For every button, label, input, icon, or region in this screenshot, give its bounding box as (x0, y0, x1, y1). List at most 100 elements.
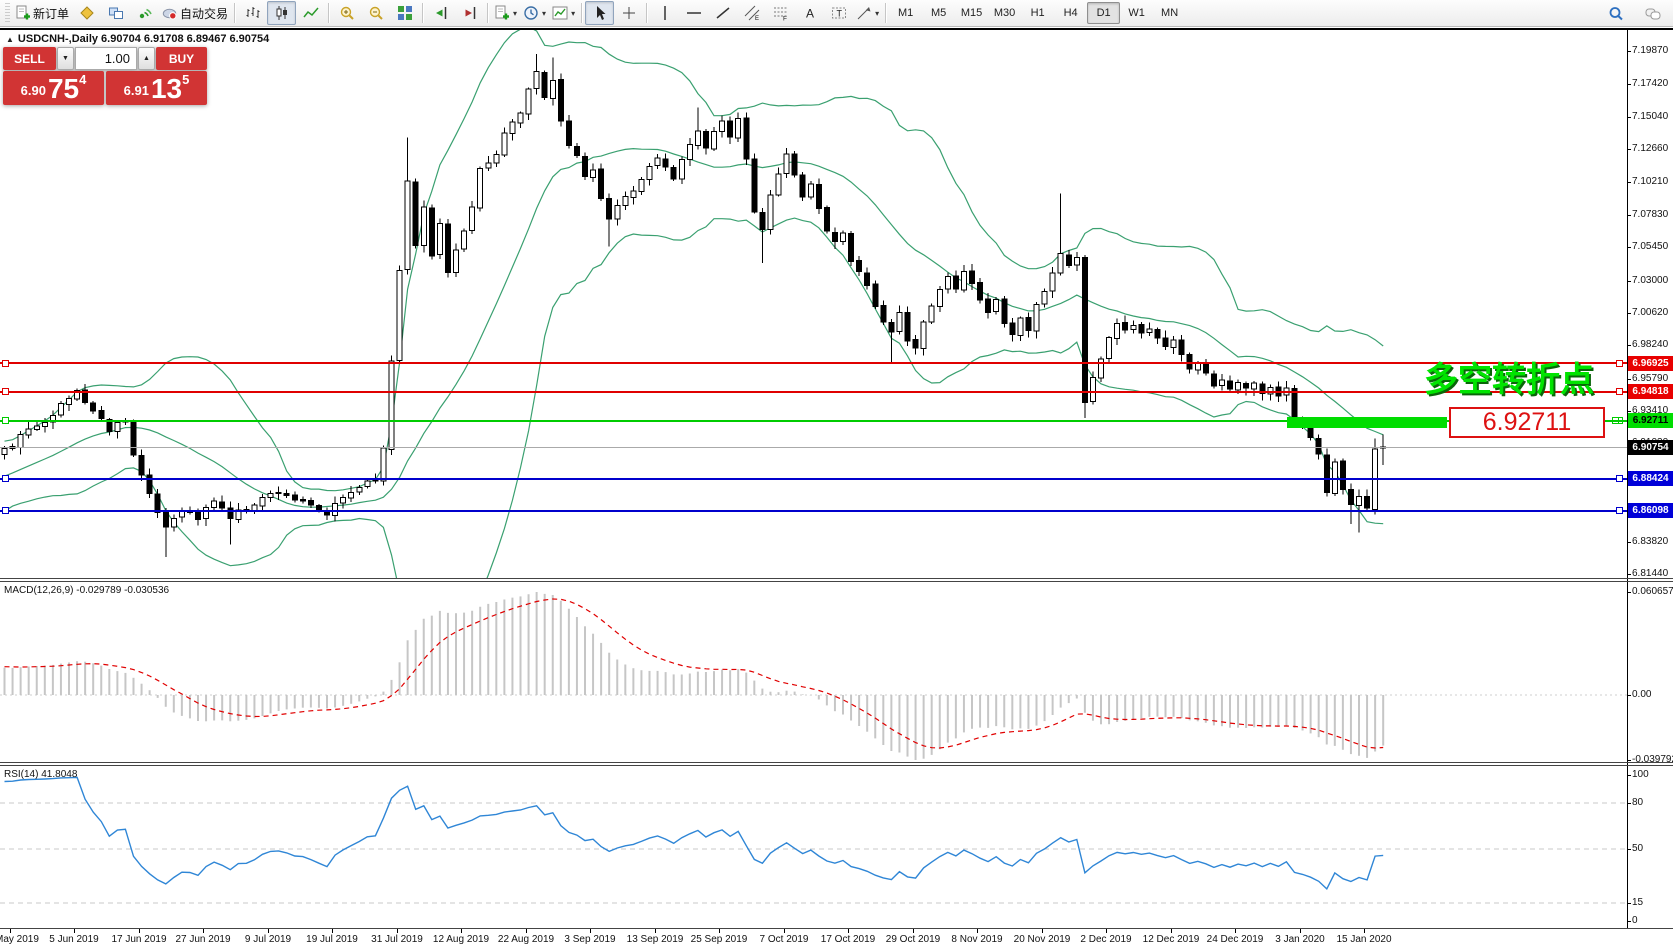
new-order-button[interactable]: 新订单 (12, 1, 72, 25)
rsi-panel[interactable] (0, 766, 1627, 928)
tile-windows-button[interactable] (390, 1, 419, 25)
indicators-list-button[interactable]: ▾ (491, 1, 520, 25)
sell-price-button[interactable]: 6.90 75 4 (3, 71, 104, 105)
resistance-2-handle[interactable] (1616, 388, 1623, 396)
bar-chart-button[interactable] (238, 1, 267, 25)
date-tick-label: 24 May 2019 (0, 934, 39, 945)
volume-decrease-button[interactable]: ▼ (57, 47, 74, 70)
templates-button[interactable]: ▾ (549, 1, 578, 25)
price-badge-6.96925: 6.96925 (1628, 355, 1673, 371)
chart-window-button[interactable] (72, 1, 101, 25)
price-axis-tick (1627, 281, 1631, 282)
candlestick-chart-button[interactable] (267, 1, 297, 25)
timeframe-MN[interactable]: MN (1161, 7, 1179, 19)
date-tick-label: 7 Oct 2019 (759, 934, 809, 945)
chat-button[interactable] (1638, 2, 1667, 26)
zoom-in-button[interactable] (332, 1, 361, 25)
search-button[interactable] (1601, 2, 1630, 26)
candle-body (823, 207, 830, 232)
candle-body (211, 500, 218, 509)
level-price-box[interactable]: 6.92711 (1449, 407, 1605, 438)
new-window-button[interactable] (101, 1, 130, 25)
zoom-out-button[interactable] (361, 1, 390, 25)
text-label-button[interactable]: T (824, 1, 853, 25)
price-axis[interactable]: 7.19870 7.17420 7.15040 7.12660 7.10210 7.078… (1627, 30, 1673, 928)
green-zone-bar[interactable] (1287, 417, 1447, 428)
text-button[interactable]: A (795, 1, 824, 25)
bollinger-middle-band (4, 147, 1384, 508)
support-1-handle[interactable] (2, 475, 9, 483)
timeframe-D1[interactable]: D1 (1087, 2, 1121, 24)
candle-body (356, 486, 363, 493)
resistance-2-handle[interactable] (2, 388, 9, 396)
autotrading-button[interactable]: 自动交易 (159, 1, 231, 25)
timeframe-M15[interactable]: M15 (960, 7, 983, 19)
date-axis-tick (526, 929, 527, 933)
pivot-level-handle[interactable] (2, 417, 9, 425)
candle-body (1235, 382, 1242, 391)
periods-button[interactable]: ▾ (520, 1, 549, 25)
timeframe-H4[interactable]: H4 (1063, 7, 1078, 19)
candle-body (541, 72, 548, 99)
date-axis[interactable]: 24 May 2019 5 Jun 2019 17 Jun 2019 27 Jun 2… (0, 929, 1673, 948)
candle-body (638, 178, 645, 193)
candle-body (1065, 254, 1072, 267)
pivot-level-line[interactable] (0, 419, 1627, 422)
vertical-line-button[interactable] (650, 1, 679, 25)
candle-body (557, 79, 564, 122)
timeframe-M1[interactable]: M1 (897, 7, 914, 19)
candle-body (1315, 438, 1322, 455)
turning-point-annotation[interactable]: 多空转折点 (1424, 361, 1594, 399)
price-axis-tick (1627, 379, 1631, 380)
rsi-tick-label: 100 (1632, 769, 1649, 780)
support-2-handle[interactable] (1616, 507, 1623, 515)
line-chart-button[interactable] (296, 1, 325, 25)
support-1-handle[interactable] (1616, 475, 1623, 483)
timeframe-M30[interactable]: M30 (993, 7, 1016, 19)
sell-button[interactable]: SELL (3, 47, 56, 70)
equidistant-channel-button[interactable]: E (737, 1, 766, 25)
support-2-handle[interactable] (2, 507, 9, 515)
price-tick-label: 6.95790 (1632, 373, 1669, 384)
candle-body (1243, 383, 1250, 389)
horizontal-line-button[interactable] (679, 1, 708, 25)
volume-input[interactable]: 1.00 (75, 47, 137, 70)
resistance-1-line[interactable] (0, 362, 1627, 365)
candle-body (178, 510, 185, 518)
fibonacci-retracement-button[interactable]: F (766, 1, 795, 25)
macd-rsi-separator[interactable] (0, 762, 1673, 763)
resistance-1-handle[interactable] (2, 359, 9, 367)
support-1-line[interactable] (0, 477, 1627, 480)
auto-scroll-button[interactable] (426, 1, 455, 25)
support-2-line[interactable] (0, 509, 1627, 512)
chat-icon (1645, 6, 1661, 22)
candle-body (41, 422, 48, 427)
volume-increase-button[interactable]: ▲ (138, 47, 155, 70)
signals-button[interactable] (130, 1, 159, 25)
timeframe-W1[interactable]: W1 (1128, 7, 1145, 19)
buy-button[interactable]: BUY (156, 47, 207, 70)
one-click-trading-panel: SELL ▼ 1.00 ▲ BUY 6.90 75 4 6.91 13 5 (3, 47, 207, 105)
timeframe-H1[interactable]: H1 (1030, 7, 1045, 19)
cursor-button[interactable] (585, 1, 615, 25)
date-axis-tick (397, 929, 398, 933)
periods-caret-icon[interactable]: ▾ (542, 8, 547, 18)
candle-body (727, 120, 734, 138)
shapes-caret-icon[interactable]: ▾ (875, 8, 880, 18)
trendline-button[interactable] (708, 1, 737, 25)
main-macd-separator[interactable] (0, 578, 1673, 579)
main-chart[interactable] (0, 28, 1627, 578)
crosshair-button[interactable] (614, 1, 643, 25)
resistance-2-line[interactable] (0, 390, 1627, 393)
resistance-1-handle[interactable] (1616, 359, 1623, 367)
templates-caret-icon[interactable]: ▾ (571, 8, 576, 18)
collapse-triangle-icon[interactable]: ▲ (6, 35, 14, 44)
chart-shift-button[interactable] (455, 1, 484, 25)
date-axis-tick (1106, 929, 1107, 933)
shapes-button[interactable]: ▾ (853, 1, 882, 25)
macd-panel[interactable] (0, 582, 1627, 762)
indicators-list-caret-icon[interactable]: ▾ (513, 8, 518, 18)
candle-body (525, 88, 532, 115)
buy-price-button[interactable]: 6.91 13 5 (106, 71, 207, 105)
timeframe-M5[interactable]: M5 (930, 7, 947, 19)
